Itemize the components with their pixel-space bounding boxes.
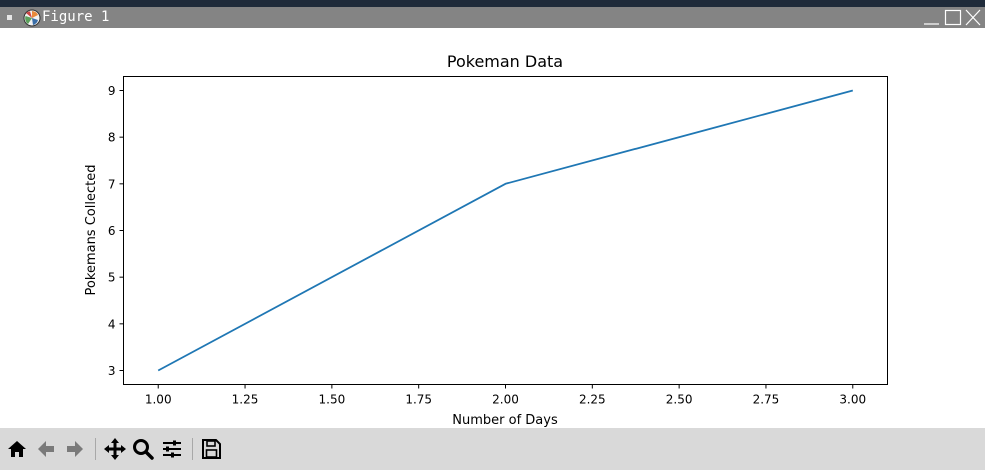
x-tick-label: 1.50	[319, 393, 346, 407]
y-tick-label: 3	[108, 364, 116, 378]
zoom-icon	[133, 439, 154, 460]
pan-button[interactable]	[103, 437, 127, 461]
configure-subplots-button[interactable]	[160, 437, 184, 461]
forward-button[interactable]	[63, 437, 87, 461]
y-tick-label: 7	[108, 177, 116, 191]
screen-top-strip	[0, 0, 985, 7]
x-axis-label: Number of Days	[452, 413, 558, 428]
x-tick-label: 2.25	[579, 393, 606, 407]
figure-canvas[interactable]: Pokeman Data 1.00 1.25 1.50 1.75 2.00 2.25 2.5…	[0, 28, 985, 428]
series-layer	[157, 89, 854, 372]
configure-subplots-icon	[163, 440, 181, 458]
close-icon[interactable]	[964, 9, 982, 26]
y-tick-label: 5	[108, 271, 116, 285]
toolbar-separator	[95, 438, 96, 460]
window-menu-icon[interactable]	[7, 15, 12, 20]
home-button[interactable]	[5, 437, 29, 461]
chart-title: Pokeman Data	[447, 52, 563, 71]
series-line	[157, 89, 854, 372]
y-tick-label: 6	[108, 224, 116, 238]
y-tick-label: 9	[108, 84, 116, 98]
back-button[interactable]	[34, 437, 58, 461]
zoom-button[interactable]	[131, 437, 155, 461]
matplotlib-logo-icon	[23, 9, 41, 27]
save-icon	[202, 439, 221, 459]
y-tick-label: 8	[108, 131, 116, 145]
pan-icon	[104, 438, 126, 460]
navigation-toolbar	[0, 428, 985, 470]
x-axis: 1.00 1.25 1.50 1.75 2.00 2.25 2.50 2.75 3.00	[145, 384, 866, 407]
plot-area-frame	[123, 76, 888, 385]
y-axis-label: Pokemans Collected	[84, 165, 99, 296]
line-chart: Pokeman Data 1.00 1.25 1.50 1.75 2.00 2.25 2.5…	[84, 52, 888, 428]
x-tick-label: 1.75	[405, 393, 432, 407]
back-icon	[38, 441, 54, 457]
save-button[interactable]	[199, 437, 223, 461]
x-tick-label: 2.50	[666, 393, 693, 407]
home-icon	[8, 441, 26, 457]
maximize-icon[interactable]	[944, 9, 962, 26]
x-tick-label: 1.00	[145, 393, 172, 407]
x-tick-label: 2.75	[753, 393, 780, 407]
y-axis: 3 4 5 6 7 8 9	[108, 84, 124, 378]
x-tick-label: 1.25	[232, 393, 259, 407]
window-titlebar[interactable]: Figure 1	[0, 7, 985, 28]
window-title: Figure 1	[42, 9, 110, 25]
forward-icon	[67, 441, 83, 457]
toolbar-separator	[192, 438, 193, 460]
y-tick-label: 4	[108, 317, 116, 331]
minimize-icon[interactable]	[923, 9, 941, 26]
x-tick-label: 2.00	[492, 393, 519, 407]
x-tick-label: 3.00	[839, 393, 866, 407]
